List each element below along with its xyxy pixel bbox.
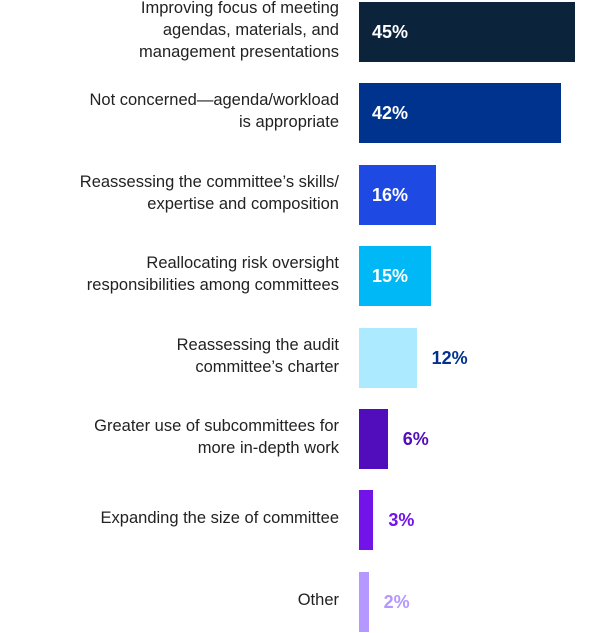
- bar: [359, 246, 431, 307]
- category-label: Expanding the size of committee: [100, 509, 339, 528]
- data-label: 6%: [402, 429, 429, 449]
- bar: [359, 2, 575, 62]
- category-label: Reallocating risk oversight responsibili…: [86, 254, 339, 295]
- category-label: Reassessing the audit committee’s charte…: [176, 335, 339, 376]
- data-label: 3%: [388, 510, 415, 531]
- bar: [359, 164, 436, 225]
- data-label: 42%: [372, 103, 409, 124]
- bar: [359, 327, 417, 388]
- data-label: 45%: [372, 22, 409, 42]
- bar: [359, 409, 388, 469]
- data-label: 12%: [431, 347, 468, 368]
- category-label: Other: [297, 590, 339, 609]
- data-label: 15%: [372, 266, 409, 287]
- category-label: Not concerned—agenda/workload is appropr…: [89, 91, 340, 132]
- data-label: 16%: [372, 184, 409, 205]
- category-label: Greater use of subcommittees for more in…: [94, 417, 339, 457]
- category-label: Improving focus of meeting agendas, mate…: [139, 0, 339, 61]
- data-label: 2%: [383, 591, 410, 612]
- category-label: Reassessing the committee’s skills/ expe…: [79, 172, 339, 213]
- bar: [359, 571, 369, 632]
- bar: [359, 83, 561, 144]
- bar: [359, 490, 374, 551]
